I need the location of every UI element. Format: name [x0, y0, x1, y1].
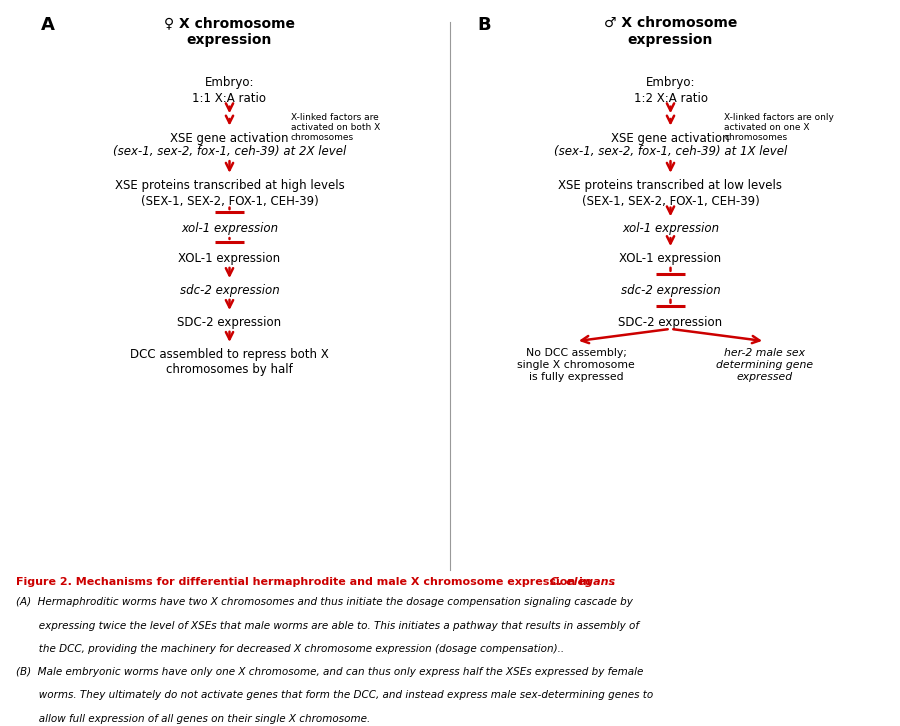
Text: sdc-2 expression: sdc-2 expression — [621, 284, 720, 297]
Text: C. elegans: C. elegans — [550, 577, 616, 587]
Text: X-linked factors are only
activated on one X
chromosomes: X-linked factors are only activated on o… — [724, 113, 834, 142]
Text: (sex-1, sex-2, fox-1, ceh-39) at 1X level: (sex-1, sex-2, fox-1, ceh-39) at 1X leve… — [554, 145, 788, 158]
Text: Embryo:
1:2 X:A ratio: Embryo: 1:2 X:A ratio — [634, 76, 707, 105]
Text: her-2 male sex
determining gene
expressed: her-2 male sex determining gene expresse… — [716, 348, 814, 382]
Text: A: A — [40, 16, 54, 34]
Text: the DCC, providing the machinery for decreased X chromosome expression (dosage c: the DCC, providing the machinery for dec… — [16, 644, 564, 654]
Text: SDC-2 expression: SDC-2 expression — [177, 316, 282, 329]
Text: xol-1 expression: xol-1 expression — [622, 222, 719, 235]
Text: allow full expression of all genes on their single X chromosome.: allow full expression of all genes on th… — [16, 714, 371, 724]
Text: (sex-1, sex-2, fox-1, ceh-39) at 2X level: (sex-1, sex-2, fox-1, ceh-39) at 2X leve… — [112, 145, 346, 158]
Text: XOL-1 expression: XOL-1 expression — [619, 252, 722, 265]
Text: X-linked factors are
activated on both X
chromosomes: X-linked factors are activated on both X… — [291, 113, 380, 142]
Text: expressing twice the level of XSEs that male worms are able to. This initiates a: expressing twice the level of XSEs that … — [16, 621, 639, 631]
Text: Figure 2. Mechanisms for differential hermaphrodite and male X chromosome expres: Figure 2. Mechanisms for differential he… — [16, 577, 595, 587]
Text: XSE proteins transcribed at low levels
(SEX-1, SEX-2, FOX-1, CEH-39): XSE proteins transcribed at low levels (… — [559, 179, 782, 208]
Text: No DCC assembly;
single X chromosome
is fully expressed: No DCC assembly; single X chromosome is … — [518, 348, 634, 382]
Text: XSE gene activation: XSE gene activation — [611, 132, 730, 145]
Text: SDC-2 expression: SDC-2 expression — [618, 316, 723, 329]
Text: sdc-2 expression: sdc-2 expression — [180, 284, 279, 297]
Text: Embryo:
1:1 X:A ratio: Embryo: 1:1 X:A ratio — [193, 76, 266, 105]
Text: (A)  Hermaphroditic worms have two X chromosomes and thus initiate the dosage co: (A) Hermaphroditic worms have two X chro… — [16, 597, 633, 608]
Text: B: B — [477, 16, 490, 34]
Text: DCC assembled to repress both X
chromosomes by half: DCC assembled to repress both X chromoso… — [130, 348, 328, 376]
Text: XOL-1 expression: XOL-1 expression — [178, 252, 281, 265]
Text: (B)  Male embryonic worms have only one X chromosome, and can thus only express : (B) Male embryonic worms have only one X… — [16, 667, 644, 677]
Text: XSE proteins transcribed at high levels
(SEX-1, SEX-2, FOX-1, CEH-39): XSE proteins transcribed at high levels … — [114, 179, 345, 208]
Text: xol-1 expression: xol-1 expression — [181, 222, 278, 235]
Text: ♂ X chromosome
expression: ♂ X chromosome expression — [604, 16, 737, 46]
Text: worms. They ultimately do not activate genes that form the DCC, and instead expr: worms. They ultimately do not activate g… — [16, 690, 653, 701]
Text: .: . — [611, 577, 615, 587]
Text: ♀ X chromosome
expression: ♀ X chromosome expression — [164, 16, 295, 46]
Text: XSE gene activation: XSE gene activation — [170, 132, 289, 145]
